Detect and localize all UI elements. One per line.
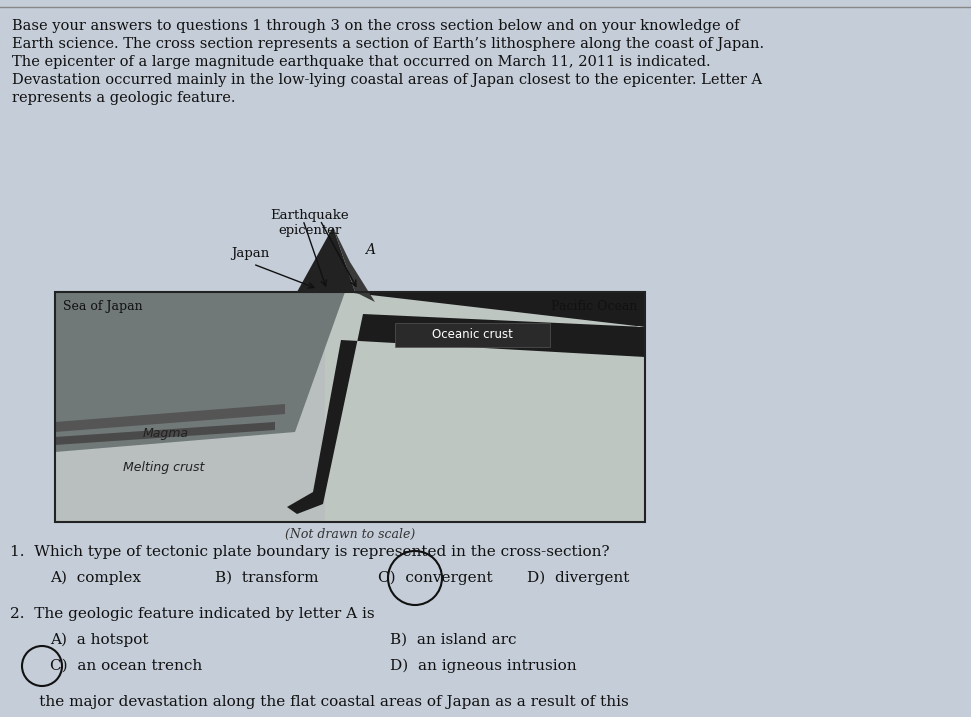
Polygon shape [55,422,275,445]
Text: Base your answers to questions 1 through 3 on the cross section below and on you: Base your answers to questions 1 through… [12,19,740,33]
Text: D)  divergent: D) divergent [527,571,629,585]
Text: Sea of Japan: Sea of Japan [63,300,143,313]
Polygon shape [55,404,285,432]
Text: Oceanic crust: Oceanic crust [431,328,513,341]
Text: A)  a hotspot: A) a hotspot [50,633,149,647]
Text: B)  an island arc: B) an island arc [390,633,517,647]
Bar [395,323,550,347]
Text: Pacific Ocean: Pacific Ocean [551,300,637,313]
Text: Earthquake
epicenter: Earthquake epicenter [271,209,350,237]
Bar [325,292,645,522]
Text: Japan: Japan [231,247,269,260]
Text: 1.  Which type of tectonic plate boundary is represented in the cross-section?: 1. Which type of tectonic plate boundary… [10,545,610,559]
Text: B)  transform: B) transform [215,571,318,585]
Polygon shape [55,292,345,452]
Text: Melting crust: Melting crust [123,460,204,473]
Text: Magma: Magma [143,427,189,440]
Polygon shape [297,227,355,292]
Polygon shape [333,227,375,302]
Text: Earth science. The cross section represents a section of Earth’s lithosphere alo: Earth science. The cross section represe… [12,37,764,51]
Text: A)  complex: A) complex [50,571,141,585]
Bar [55,292,645,522]
Text: (Not drawn to scale): (Not drawn to scale) [285,528,416,541]
Text: D)  an igneous intrusion: D) an igneous intrusion [390,659,577,673]
Polygon shape [287,292,645,514]
Text: represents a geologic feature.: represents a geologic feature. [12,91,236,105]
Bar [55,292,645,522]
Text: A: A [365,243,375,257]
Text: C)  convergent: C) convergent [378,571,492,585]
Text: The epicenter of a large magnitude earthquake that occurred on March 11, 2011 is: The epicenter of a large magnitude earth… [12,55,711,69]
Text: 2.  The geologic feature indicated by letter A is: 2. The geologic feature indicated by let… [10,607,375,621]
Text: the major devastation along the flat coastal areas of Japan as a result of this: the major devastation along the flat coa… [10,695,629,709]
Text: Devastation occurred mainly in the low-lying coastal areas of Japan closest to t: Devastation occurred mainly in the low-l… [12,73,762,87]
Text: C)  an ocean trench: C) an ocean trench [50,659,202,673]
